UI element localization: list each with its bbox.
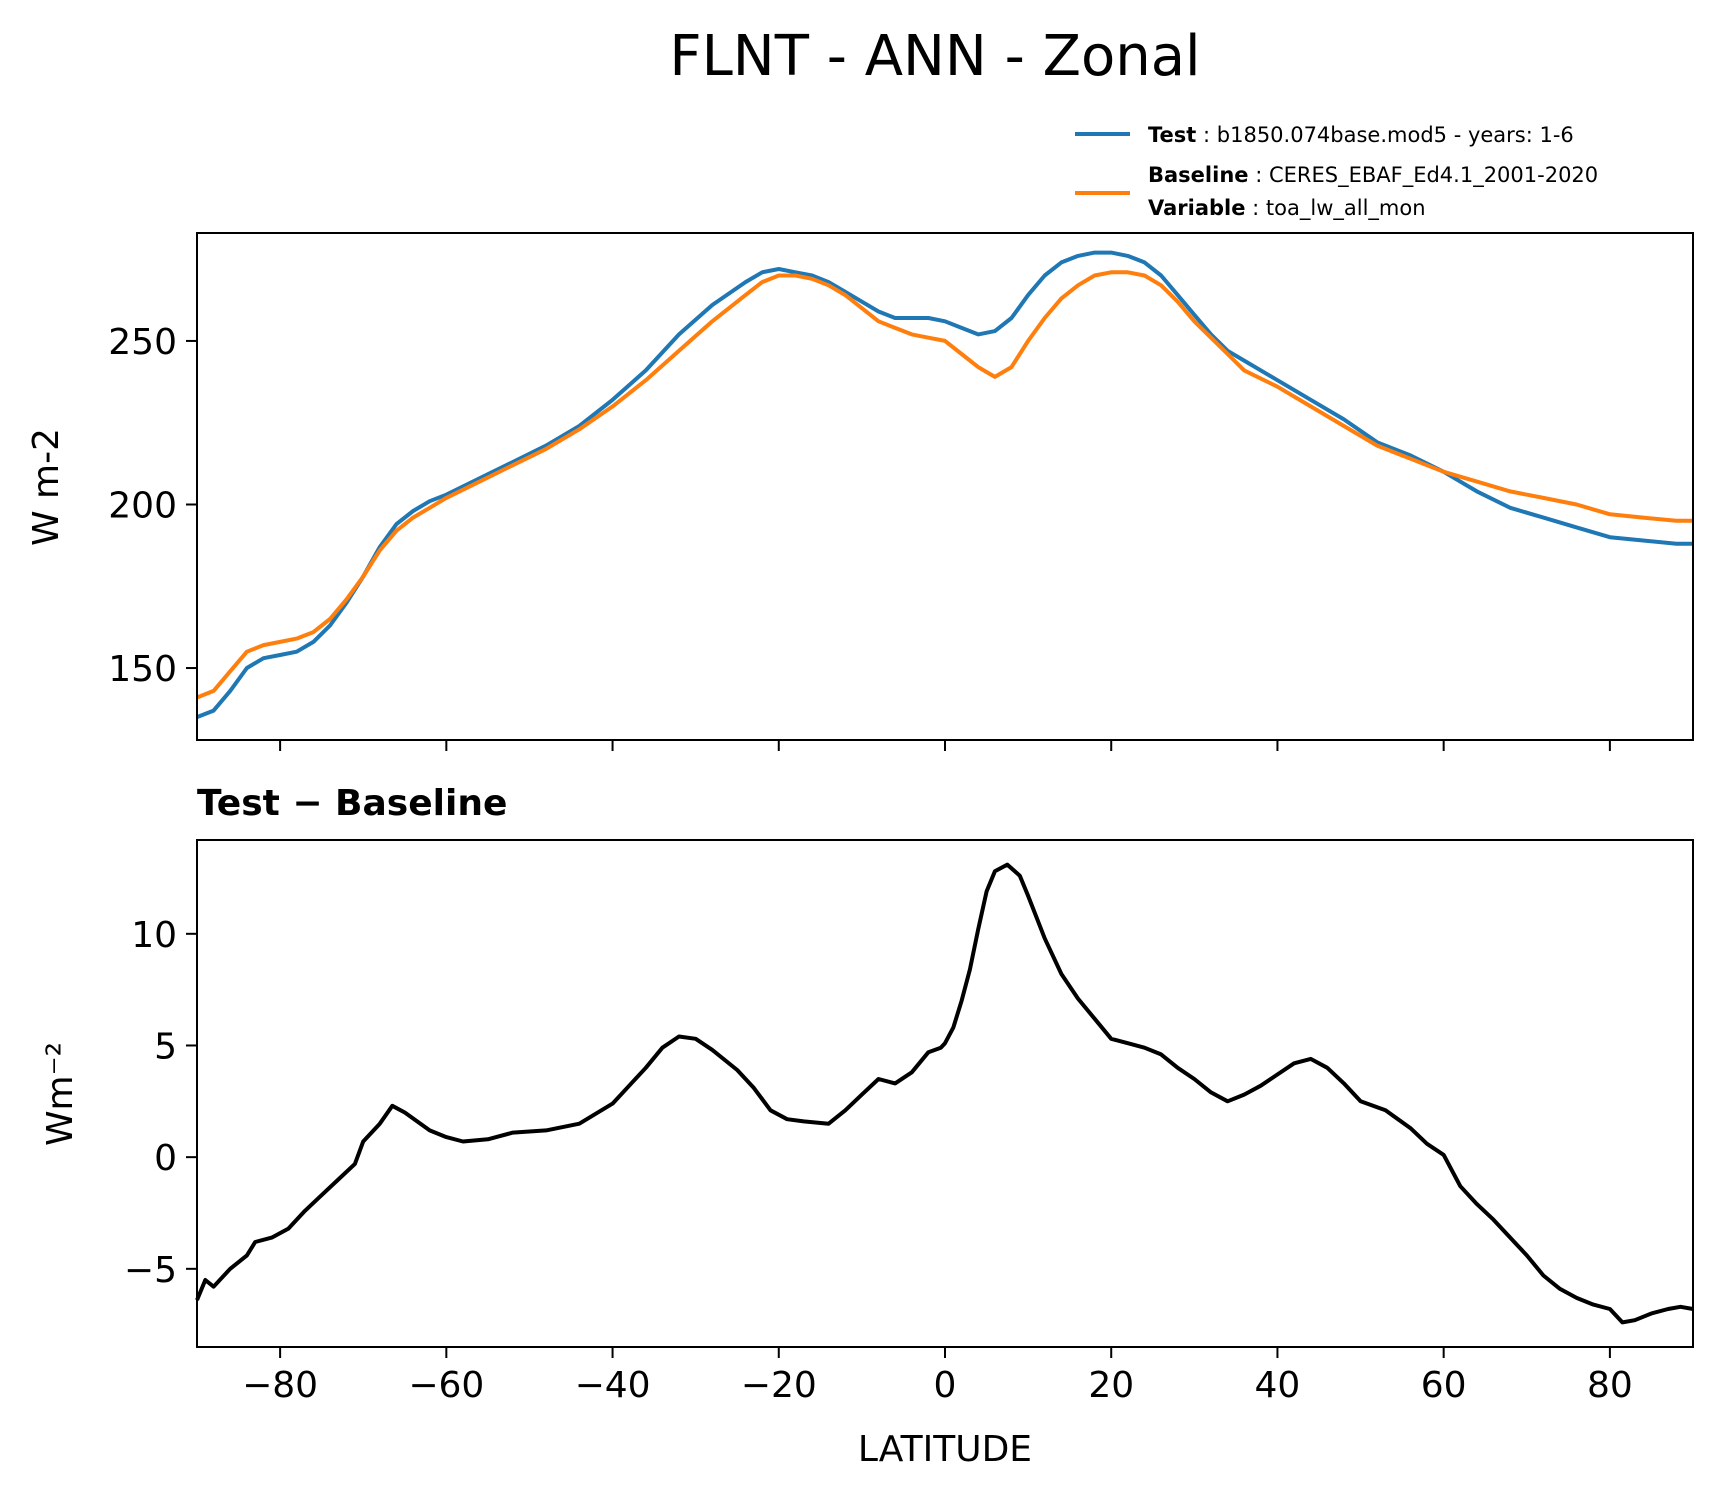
bot-x-tick-label: −60 [408, 1365, 484, 1406]
bot-x-tick-label: 20 [1088, 1365, 1134, 1406]
legend: Test : b1850.074base.mod5 - years: 1-6 B… [1075, 123, 1598, 221]
legend-variable-key: Variable [1148, 196, 1245, 220]
top-y-tick-label: 250 [108, 322, 177, 363]
bot-x-tick-label: 40 [1255, 1365, 1301, 1406]
top-y-ticks: 150 200 250 [108, 322, 197, 690]
legend-test-sep: : [1196, 123, 1216, 147]
bottom-panel-title: Test − Baseline [197, 783, 507, 824]
legend-baseline-key: Baseline [1148, 163, 1249, 187]
bot-x-tick-label: −80 [242, 1365, 318, 1406]
top-series-line-1 [196, 250, 1693, 719]
legend-test-key: Test [1148, 123, 1196, 147]
bot-series-line-1 [195, 862, 1694, 1325]
bottom-x-axis-label: LATITUDE [858, 1429, 1032, 1470]
bottom-y-ticks: −5 0 5 10 [124, 915, 197, 1291]
bottom-y-axis-label: Wm⁻² [40, 1042, 81, 1146]
top-panel: 150 200 250 W m-2 [26, 232, 1694, 751]
bot-x-tick-label: 60 [1421, 1365, 1467, 1406]
bottom-plot-area [195, 862, 1694, 1325]
top-y-tick-label: 200 [108, 485, 177, 526]
bottom-x-ticks: −80 −60 −40 −20 0 20 40 60 80 [242, 1347, 1633, 1406]
top-axes-frame [196, 232, 1694, 741]
bot-y-tick-label: 10 [131, 915, 177, 956]
bot-y-tick-label: 0 [154, 1138, 177, 1179]
legend-variable-entry: Variable : toa_lw_all_mon [1148, 196, 1426, 221]
legend-test-entry: Test : b1850.074base.mod5 - years: 1-6 [1148, 123, 1574, 147]
bottom-axes-frame [196, 839, 1694, 1348]
bot-y-tick-label: −5 [124, 1250, 177, 1291]
figure-title: FLNT - ANN - Zonal [669, 24, 1200, 89]
bottom-panel: Test − Baseline −5 0 5 10 −80 −60 −40 −20 0 20 40… [40, 783, 1694, 1470]
bot-x-tick-label: −40 [575, 1365, 651, 1406]
legend-baseline-value: CERES_EBAF_Ed4.1_2001-2020 [1269, 163, 1598, 188]
legend-variable-value: toa_lw_all_mon [1266, 196, 1426, 221]
top-y-tick-label: 150 [108, 649, 177, 690]
top-y-axis-label: W m-2 [26, 428, 67, 546]
top-series-line-2 [196, 270, 1693, 700]
legend-baseline-sep: : [1249, 163, 1269, 187]
legend-variable-sep: : [1245, 196, 1265, 220]
bot-y-tick-label: 5 [154, 1026, 177, 1067]
top-plot-area [196, 250, 1693, 719]
bot-x-tick-label: 0 [934, 1365, 957, 1406]
bot-x-tick-label: 80 [1587, 1365, 1633, 1406]
legend-test-value: b1850.074base.mod5 - years: 1-6 [1217, 123, 1574, 147]
top-x-ticks [279, 740, 1611, 751]
legend-baseline-entry: Baseline : CERES_EBAF_Ed4.1_2001-2020 [1148, 163, 1598, 188]
bot-x-tick-label: −20 [741, 1365, 817, 1406]
